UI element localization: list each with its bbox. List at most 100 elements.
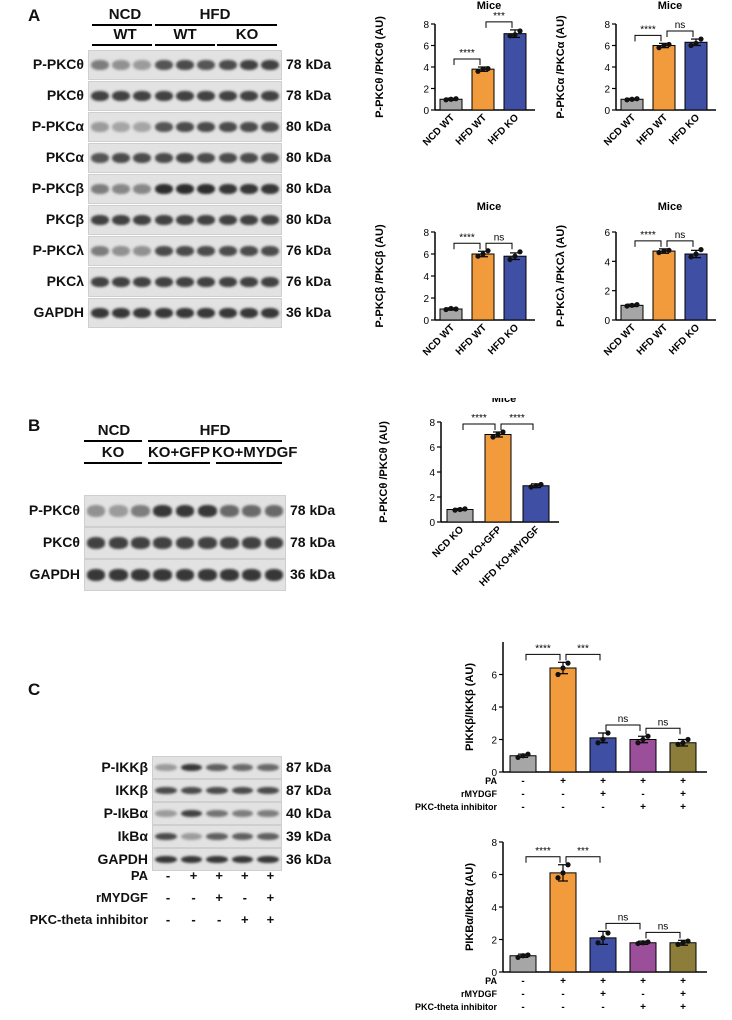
- blot-kda-label: 80 kDa: [286, 149, 332, 165]
- y-tick-label: 0: [491, 768, 497, 779]
- blot-band: [220, 569, 239, 581]
- y-tick-label: 8: [429, 418, 435, 429]
- blot-band: [154, 121, 173, 133]
- blot-band: [218, 307, 237, 319]
- x-tick-label: NCD WT: [602, 112, 638, 148]
- blot-band: [261, 245, 280, 257]
- blot-kda-label: 39 kDa: [286, 827, 332, 844]
- blot-band: [197, 183, 216, 195]
- blot-band: [133, 59, 152, 71]
- treatment-sign: +: [215, 868, 223, 883]
- panel-b-group-ncd-line: [84, 440, 142, 442]
- significance-bracket: [605, 922, 641, 930]
- blot-band: [109, 537, 128, 549]
- bar: [669, 742, 697, 773]
- blot-row-label: PKCθ: [46, 87, 84, 103]
- blot-band: [242, 505, 261, 517]
- data-point: [675, 941, 681, 947]
- blot-strip: [88, 267, 282, 297]
- treatment-sign: -: [165, 890, 171, 905]
- blot-row-label: GAPDH: [33, 304, 84, 320]
- blot-band: [231, 763, 254, 772]
- x-tick-label: HFD KO: [667, 322, 702, 357]
- blot-band: [261, 121, 280, 133]
- blot-band: [112, 121, 130, 133]
- blot-strip: [88, 205, 282, 235]
- bar: [549, 872, 577, 973]
- blot-band: [155, 763, 177, 772]
- data-point: [495, 431, 501, 438]
- data-point: [565, 862, 571, 868]
- blot-band: [154, 245, 173, 257]
- data-point: [507, 33, 513, 39]
- blot-strip: [152, 779, 282, 802]
- blot-band: [131, 505, 150, 517]
- data-point: [517, 249, 523, 255]
- data-point: [512, 32, 518, 38]
- data-point: [448, 96, 454, 102]
- data-point: [452, 507, 458, 513]
- panel-b-sub-komydgf: KO+MYDGF: [212, 444, 298, 461]
- data-point: [656, 249, 662, 256]
- blot-strip: [152, 825, 282, 848]
- significance-label: ns: [658, 921, 669, 932]
- y-tick-label: 4: [429, 468, 435, 479]
- y-tick-label: 8: [604, 20, 610, 31]
- data-point: [685, 938, 691, 944]
- data-point: [693, 251, 699, 257]
- blot-band: [109, 569, 128, 581]
- significance-bracket: [462, 423, 496, 430]
- blot-row-label: IKKβ: [115, 781, 148, 798]
- treatment-sign: +: [680, 789, 686, 800]
- blot-band: [231, 855, 254, 864]
- data-point: [629, 302, 635, 308]
- blot-band: [264, 569, 284, 581]
- blot-band: [242, 537, 261, 549]
- treatment-sign: -: [561, 989, 564, 1000]
- blot-band: [240, 245, 258, 257]
- data-point: [624, 303, 630, 309]
- blot-band: [240, 214, 258, 226]
- y-tick-label: 0: [429, 518, 435, 529]
- blot-band: [206, 786, 228, 795]
- x-tick-label: NCD WT: [421, 112, 457, 148]
- y-tick-label: 4: [491, 903, 497, 914]
- treatment-sign: -: [242, 890, 247, 905]
- x-tick-label: HFD KO: [667, 112, 702, 147]
- blot-band: [206, 832, 228, 841]
- blot-band: [90, 245, 109, 257]
- bar: [471, 68, 495, 111]
- treatment-sign: +: [600, 776, 606, 787]
- bar: [652, 250, 676, 321]
- blot-band: [242, 569, 261, 581]
- blot-kda-label: 36 kDa: [290, 566, 336, 582]
- data-point: [453, 96, 459, 102]
- treatment-sign: +: [680, 976, 686, 987]
- data-point: [525, 751, 531, 757]
- significance-label: ns: [618, 714, 629, 725]
- significance-bracket: [666, 240, 694, 247]
- blot-band: [218, 90, 237, 102]
- significance-label: ****: [459, 232, 475, 243]
- blot-band: [153, 537, 173, 549]
- panel-a-sub-wt2-line: [155, 44, 215, 46]
- blot-band: [257, 832, 279, 841]
- data-point: [490, 434, 496, 440]
- blot-band: [261, 276, 280, 288]
- blot-band: [197, 245, 216, 257]
- chart-title: Mice: [658, 201, 682, 213]
- treatment-sign: -: [217, 912, 222, 927]
- bar: [652, 45, 676, 111]
- treatment-sign: -: [191, 912, 196, 927]
- significance-label: ns: [675, 20, 686, 31]
- data-point: [480, 66, 486, 72]
- blot-band: [155, 809, 177, 818]
- significance-label: ****: [535, 643, 551, 654]
- data-point: [507, 256, 513, 263]
- blot-band: [218, 183, 237, 195]
